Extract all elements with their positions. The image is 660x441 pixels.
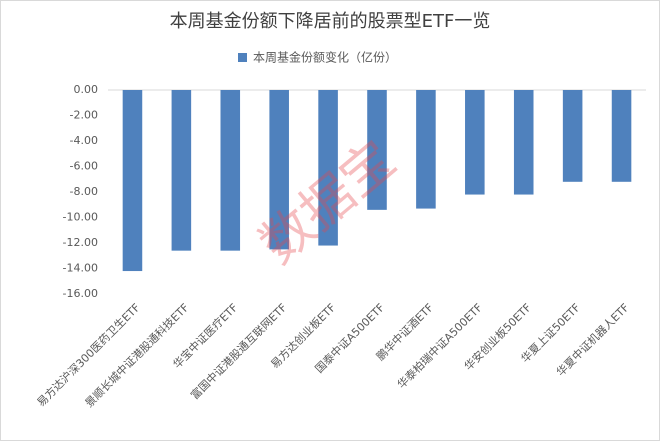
bar <box>220 90 241 251</box>
y-tick-label: -2.00 <box>70 109 98 122</box>
legend-label: 本周基金份额变化（亿份） <box>253 50 397 65</box>
bar <box>171 90 192 251</box>
y-tick-label: -16.00 <box>63 287 98 300</box>
y-tick-label: 0.00 <box>74 83 99 96</box>
bar <box>318 90 338 246</box>
y-tick-label: -8.00 <box>70 185 98 198</box>
chart-title: 本周基金份额下降居前的股票型ETF一览 <box>170 11 491 32</box>
y-tick-label: -14.00 <box>63 262 98 275</box>
bar <box>269 90 289 250</box>
bar <box>122 90 143 272</box>
bar <box>562 90 583 182</box>
bar <box>465 90 485 195</box>
y-tick-label: -12.00 <box>63 236 98 249</box>
y-tick-label: -4.00 <box>70 134 98 147</box>
bar <box>367 90 387 210</box>
y-tick-label: -6.00 <box>70 160 98 173</box>
bar <box>611 90 632 182</box>
bar <box>416 90 436 209</box>
bar <box>513 90 534 195</box>
legend-swatch <box>238 53 247 62</box>
y-tick-label: -10.00 <box>63 211 98 224</box>
